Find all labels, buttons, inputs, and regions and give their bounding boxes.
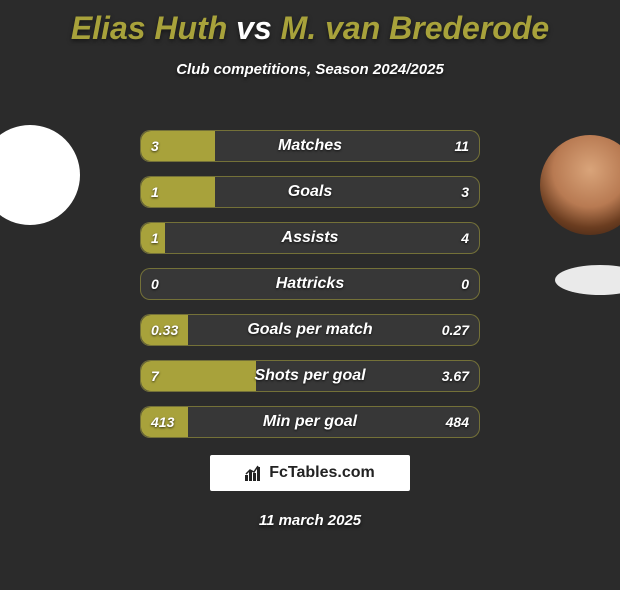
bar-assists: 1 Assists 4 [140,222,480,254]
stat-right-value: 11 [454,131,469,161]
stat-label: Goals per match [141,315,479,345]
subtitle: Club competitions, Season 2024/2025 [0,61,620,78]
bar-goals: 1 Goals 3 [140,176,480,208]
stat-right-value: 0.27 [442,315,469,345]
bar-min-per-goal: 413 Min per goal 484 [140,406,480,438]
vs-label: vs [236,10,272,46]
stat-right-value: 3.67 [442,361,469,391]
bar-hattricks: 0 Hattricks 0 [140,268,480,300]
stat-label: Hattricks [141,269,479,299]
player2-name: M. van Brederode [281,10,550,46]
stat-right-value: 484 [446,407,469,437]
player2-ring [555,265,620,295]
stat-label: Assists [141,223,479,253]
fctables-logo: FcTables.com [210,455,410,491]
comparison-title: Elias Huth vs M. van Brederode [0,10,620,47]
player1-name: Elias Huth [71,10,227,46]
bar-goals-per-match: 0.33 Goals per match 0.27 [140,314,480,346]
date-label: 11 march 2025 [0,512,620,529]
stat-right-value: 3 [461,177,469,207]
logo-text: FcTables.com [269,464,375,482]
stat-label: Min per goal [141,407,479,437]
stat-label: Goals [141,177,479,207]
player2-avatar [540,135,620,235]
bar-matches: 3 Matches 11 [140,130,480,162]
stat-right-value: 4 [461,223,469,253]
stat-label: Matches [141,131,479,161]
stat-right-value: 0 [461,269,469,299]
stat-label: Shots per goal [141,361,479,391]
stat-bars: 3 Matches 11 1 Goals 3 1 Assists 4 0 Hat… [140,130,480,452]
chart-icon [245,465,263,481]
bar-shots-per-goal: 7 Shots per goal 3.67 [140,360,480,392]
